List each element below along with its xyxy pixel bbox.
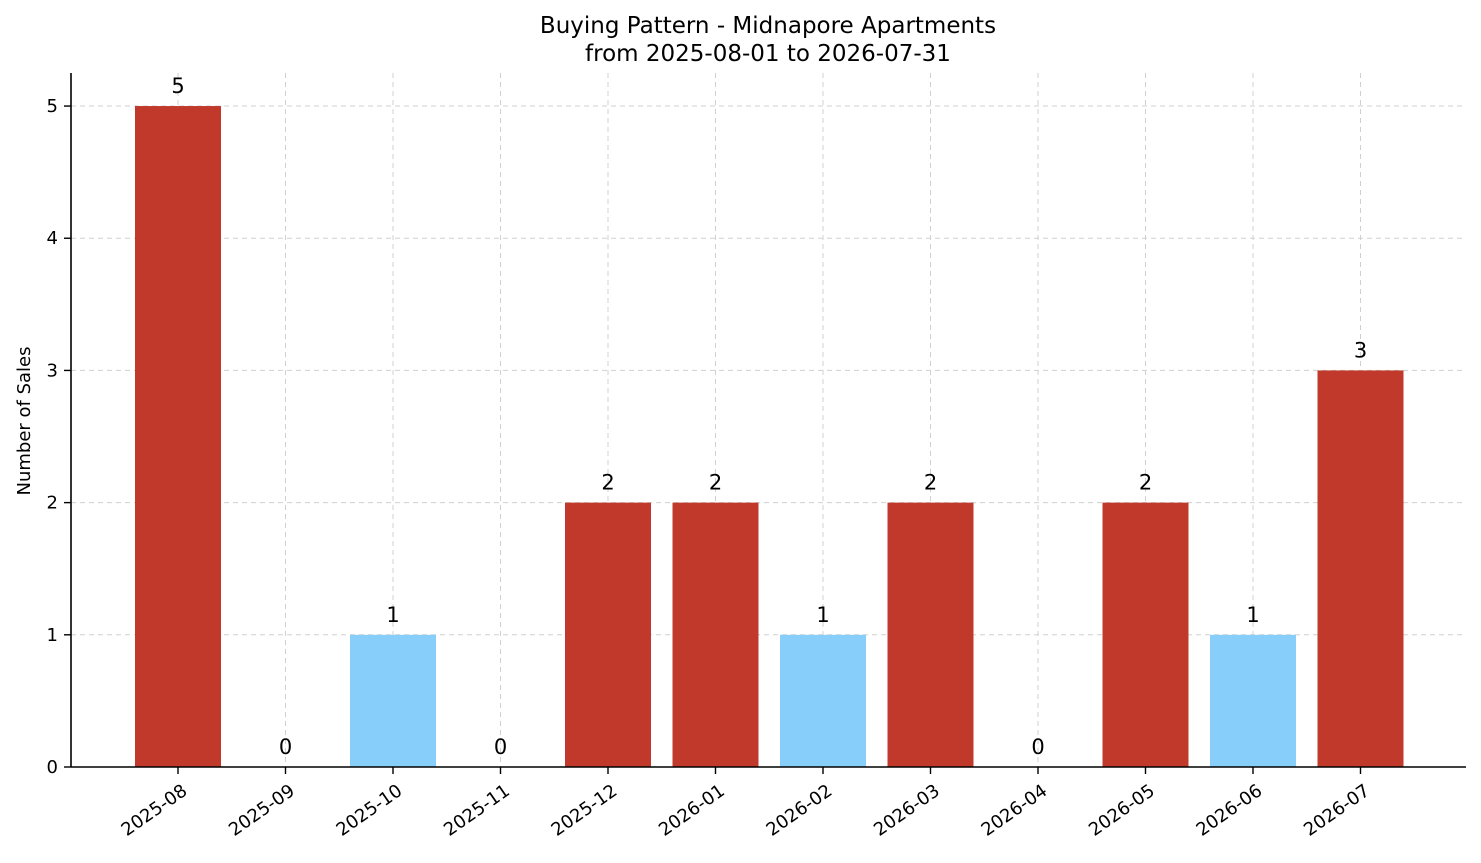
chart-title: Buying Pattern - Midnapore Apartments [540, 13, 996, 39]
x-tick-label-2026-01: 2026-01 [655, 780, 729, 840]
bar-2025-08 [135, 106, 221, 768]
y-tick-label: 2 [47, 493, 58, 514]
x-tick-label-2026-03: 2026-03 [870, 780, 944, 840]
y-tick-label: 5 [47, 96, 58, 117]
data-label-2026-02: 1 [816, 603, 829, 627]
data-label-2025-09: 0 [279, 735, 292, 759]
bar-2026-07 [1317, 370, 1404, 767]
y-tick-label: 1 [47, 625, 58, 646]
x-tick-label-2026-07: 2026-07 [1300, 780, 1374, 840]
data-label-2025-08: 5 [171, 74, 184, 98]
data-label-2026-03: 2 [924, 471, 937, 495]
data-label-2025-10: 1 [386, 603, 399, 627]
y-tick-label: 0 [47, 757, 58, 778]
x-tick-label-2026-06: 2026-06 [1193, 780, 1267, 840]
y-axis-label: Number of Sales [14, 346, 35, 495]
x-tick-label-2025-12: 2025-12 [548, 780, 622, 840]
chart-subtitle: from 2025-08-01 to 2026-07-31 [585, 41, 951, 67]
data-label-2025-12: 2 [601, 471, 614, 495]
x-tick-label-2025-08: 2025-08 [118, 780, 192, 840]
y-tick-label: 3 [47, 360, 58, 381]
bar-2026-03 [887, 502, 974, 767]
x-tick-label-2026-02: 2026-02 [763, 780, 837, 840]
axes [64, 73, 1466, 774]
data-label-2025-11: 0 [494, 735, 507, 759]
x-tick-label-2026-04: 2026-04 [978, 780, 1052, 840]
y-tick-label: 4 [47, 228, 58, 249]
data-label-2026-04: 0 [1031, 735, 1044, 759]
bar-2026-06 [1210, 634, 1296, 767]
bar-2026-01 [672, 502, 759, 767]
bar-2025-10 [350, 634, 436, 767]
x-tick-label-2025-10: 2025-10 [333, 780, 407, 840]
bars [135, 106, 1404, 768]
bar-2025-12 [565, 502, 651, 767]
data-label-2026-07: 3 [1354, 338, 1367, 362]
x-tick-label-2025-09: 2025-09 [225, 780, 299, 840]
data-label-2026-05: 2 [1139, 471, 1152, 495]
x-tick-label-2025-11: 2025-11 [440, 780, 514, 840]
data-label-2026-01: 2 [709, 471, 722, 495]
x-tick-label-2026-05: 2026-05 [1085, 780, 1159, 840]
bar-2026-05 [1102, 502, 1189, 767]
data-label-2026-06: 1 [1246, 603, 1259, 627]
bar-2026-02 [780, 634, 866, 767]
